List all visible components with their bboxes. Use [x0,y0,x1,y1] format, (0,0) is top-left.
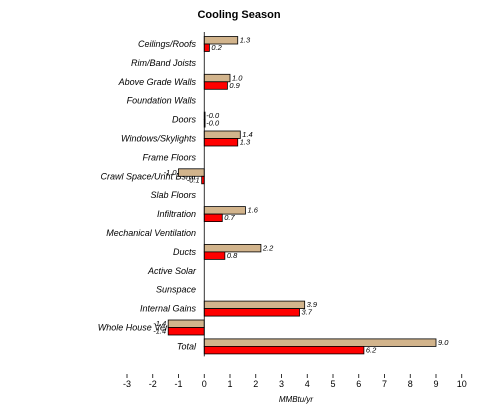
category-label: Ceilings/Roofs [138,39,197,49]
category-label: Frame Floors [142,152,196,162]
x-tick-label: -1 [174,379,182,389]
category-label: Internal Gains [140,304,197,314]
bar [203,138,239,147]
bar [167,319,205,328]
category-label: Slab Floors [150,190,196,200]
data-label: 1.3 [240,138,251,147]
data-label: -1.4 [153,319,166,328]
category-label: Crawl Space/Unht Bsmt [100,171,196,181]
x-tick-label: 2 [253,379,258,389]
bar [203,130,241,139]
category-labels: Ceilings/Roofs Rim/Band Joists Above Grade… [98,39,197,351]
data-label: 1.0 [232,73,243,82]
bar [203,81,228,90]
x-tick-label: -3 [123,379,131,389]
bar [203,213,223,223]
data-label: -0.1 [187,175,200,184]
data-label: 0.2 [211,43,222,52]
x-axis: -3 -2 -1 0 1 2 3 4 5 6 7 8 9 10 [123,32,467,389]
data-label: 9.0 [438,338,449,347]
x-axis-label: MMBtu/yr [279,395,314,404]
x-tick-label: 6 [356,379,361,389]
x-tick-label: 10 [457,379,467,389]
x-tick-label: -2 [149,379,157,389]
x-tick-label: 4 [305,379,310,389]
data-label: -1.4 [153,327,166,336]
data-label: 1.3 [240,36,251,45]
data-label: 3.9 [307,300,318,309]
data-label: 1.4 [242,130,252,139]
bar [167,327,205,336]
category-label: Above Grade Walls [118,77,197,87]
data-label: -1.0 [164,168,178,177]
data-label: 2.2 [262,243,274,252]
data-label: 3.7 [302,308,313,317]
x-tick-label: 1 [227,379,232,389]
category-label: Rim/Band Joists [131,58,197,68]
bar [203,308,300,317]
data-label: 0.7 [224,213,235,222]
data-label: 1.6 [247,206,258,215]
category-label: Infiltration [157,209,196,219]
data-label: 0.8 [227,251,238,260]
bar [203,251,226,260]
x-tick-label: 7 [382,379,387,389]
chart-title: Cooling Season [197,9,280,21]
bar [203,73,231,83]
category-label: Doors [172,115,197,125]
category-label: Sunspace [156,285,196,295]
bar [203,300,306,310]
data-label: 0.9 [229,81,240,90]
category-label: Ducts [173,247,197,257]
category-label: Total [177,341,197,351]
x-tick-label: 8 [408,379,413,389]
category-label: Windows/Skylights [121,134,196,144]
x-tick-label: 0 [202,379,207,389]
bar [203,345,365,355]
x-tick-label: 3 [279,379,284,389]
bar [203,338,437,347]
category-label: Foundation Walls [127,96,197,106]
x-tick-label: 9 [433,379,438,389]
bars [167,36,437,355]
category-label: Whole House Ventilation [98,323,196,333]
x-tick-label: 5 [330,379,335,389]
bar [203,43,210,52]
data-labels: 1.30.21.00.9-0.0-0.01.41.3-1.0-0.11.60.7… [153,36,449,355]
data-label: 6.2 [366,345,377,354]
category-label: Active Solar [147,266,197,276]
category-label: Mechanical Ventilation [106,228,196,238]
data-label: -0.0 [206,119,220,128]
data-label: -0.0 [206,111,220,120]
